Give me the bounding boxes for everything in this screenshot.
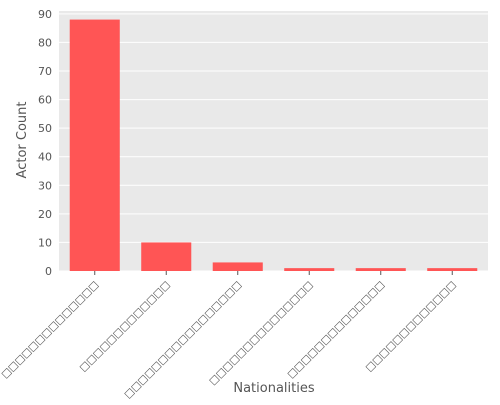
y-tick-label: 80 bbox=[38, 36, 52, 49]
y-tick-label: 40 bbox=[38, 151, 52, 164]
y-tick-label: 90 bbox=[38, 8, 52, 21]
y-tick-label: 0 bbox=[45, 265, 52, 278]
y-tick-label: 10 bbox=[38, 236, 52, 249]
bar bbox=[355, 268, 406, 271]
y-tick-label: 60 bbox=[38, 94, 52, 107]
bar bbox=[212, 262, 263, 271]
plot-area bbox=[59, 11, 488, 271]
bar bbox=[427, 268, 478, 271]
bar bbox=[141, 242, 192, 271]
bar bbox=[69, 19, 120, 272]
y-tick-label: 50 bbox=[38, 122, 52, 135]
y-tick-label: 70 bbox=[38, 65, 52, 78]
y-tick-label: 30 bbox=[38, 179, 52, 192]
x-axis-title: Nationalities bbox=[233, 381, 314, 396]
y-tick-label: 20 bbox=[38, 208, 52, 221]
y-axis-title: Actor Count bbox=[15, 102, 30, 179]
x-tick-label: □□□□□□□□□□□□□□□□□ bbox=[123, 279, 244, 400]
bar bbox=[284, 268, 335, 271]
